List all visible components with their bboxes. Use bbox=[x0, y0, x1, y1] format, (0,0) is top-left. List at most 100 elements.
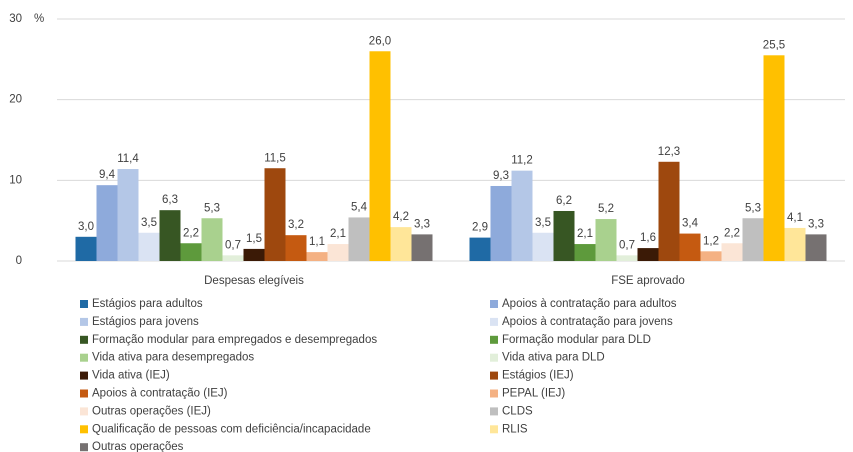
bar bbox=[784, 227, 806, 261]
x-tick-label: FSE aprovado bbox=[611, 275, 685, 287]
value-label: 1,6 bbox=[640, 232, 656, 244]
legend-label: Apoios à contratação para adultos bbox=[502, 298, 677, 310]
value-label: 0,7 bbox=[225, 239, 241, 251]
bar bbox=[264, 168, 286, 261]
value-label: 1,1 bbox=[309, 236, 325, 248]
legend-label: Vida ativa para desempregados bbox=[92, 352, 254, 364]
y-tick-label: 20 bbox=[9, 94, 22, 106]
value-label: 11,4 bbox=[117, 153, 139, 165]
value-label: 3,3 bbox=[414, 218, 430, 230]
value-label: 3,3 bbox=[808, 218, 824, 230]
bar bbox=[511, 170, 533, 261]
legend-label: Vida ativa para DLD bbox=[502, 352, 605, 364]
value-label: 5,2 bbox=[598, 203, 614, 215]
bar bbox=[306, 252, 328, 261]
value-label: 2,1 bbox=[577, 228, 593, 240]
bar bbox=[574, 244, 596, 261]
value-label: 4,2 bbox=[393, 211, 409, 223]
bar bbox=[637, 248, 659, 261]
bar bbox=[243, 248, 265, 261]
bar bbox=[721, 243, 743, 261]
value-label: 3,5 bbox=[535, 217, 551, 229]
value-label: 4,1 bbox=[787, 212, 803, 224]
bar bbox=[532, 232, 554, 261]
value-label: 1,2 bbox=[703, 235, 719, 247]
bar bbox=[658, 161, 680, 261]
legend-swatch bbox=[490, 371, 498, 380]
legend-label: Estágios para adultos bbox=[92, 298, 203, 310]
legend-label: Outras operações (IEJ) bbox=[92, 405, 211, 417]
value-label: 5,4 bbox=[351, 201, 368, 213]
bar bbox=[616, 255, 638, 261]
legend-label: Formação modular para empregados e desem… bbox=[92, 334, 377, 346]
value-label: 2,1 bbox=[330, 228, 346, 240]
legend-label: Qualificação de pessoas com deficiência/… bbox=[92, 423, 371, 435]
value-label: 9,3 bbox=[493, 170, 509, 182]
bar bbox=[117, 169, 139, 261]
value-label: 6,2 bbox=[556, 195, 572, 207]
bar bbox=[411, 234, 433, 261]
bar bbox=[327, 244, 349, 261]
bar bbox=[742, 218, 764, 261]
bar bbox=[595, 219, 617, 261]
legend-label: Formação modular para DLD bbox=[502, 334, 651, 346]
value-label: 2,2 bbox=[724, 227, 740, 239]
value-label: 5,3 bbox=[204, 202, 220, 214]
legend-swatch bbox=[490, 353, 498, 362]
bar bbox=[390, 227, 412, 261]
legend-swatch bbox=[80, 443, 88, 452]
legend-swatch bbox=[490, 389, 498, 398]
value-label: 3,5 bbox=[141, 217, 157, 229]
bar bbox=[180, 243, 202, 261]
legend-swatch bbox=[490, 407, 498, 416]
value-label: 3,0 bbox=[78, 221, 94, 233]
legend-swatch bbox=[490, 335, 498, 344]
legend-label: RLIS bbox=[502, 423, 528, 435]
bar bbox=[222, 255, 244, 261]
value-label: 9,4 bbox=[99, 169, 116, 181]
legend-swatch bbox=[80, 425, 88, 434]
legend-swatch bbox=[80, 300, 88, 308]
legend-swatch bbox=[80, 317, 88, 326]
value-label: 11,5 bbox=[264, 152, 286, 164]
bar bbox=[96, 185, 118, 261]
value-label: 3,4 bbox=[682, 218, 699, 230]
legend-label: Apoios à contratação para jovens bbox=[502, 316, 673, 328]
y-tick-label: 0 bbox=[16, 255, 22, 267]
unit-label: % bbox=[34, 13, 44, 25]
bar bbox=[285, 235, 307, 261]
legend-swatch bbox=[490, 317, 498, 326]
value-label: 5,3 bbox=[745, 202, 761, 214]
value-label: 3,2 bbox=[288, 219, 304, 231]
legend-swatch bbox=[80, 407, 88, 416]
value-label: 25,5 bbox=[763, 39, 785, 51]
bar bbox=[679, 233, 701, 261]
y-tick-label: 30 bbox=[9, 13, 22, 25]
legend-label: Vida ativa (IEJ) bbox=[92, 370, 170, 382]
legend-swatch bbox=[490, 425, 498, 434]
bar bbox=[763, 55, 785, 261]
value-label: 12,3 bbox=[658, 146, 680, 158]
legend-label: Estágios (IEJ) bbox=[502, 370, 574, 382]
bar bbox=[138, 232, 160, 261]
bar bbox=[700, 251, 722, 261]
value-label: 6,3 bbox=[162, 194, 178, 206]
legend-swatch bbox=[490, 300, 498, 308]
value-label: 26,0 bbox=[369, 35, 391, 47]
bar bbox=[159, 210, 181, 261]
legend-label: Outras operações bbox=[92, 441, 184, 452]
bar bbox=[369, 51, 391, 262]
legend-swatch bbox=[80, 335, 88, 344]
legend-swatch bbox=[80, 389, 88, 398]
bar bbox=[201, 218, 223, 261]
legend-swatch bbox=[80, 353, 88, 362]
y-tick-label: 10 bbox=[9, 174, 22, 186]
value-label: 0,7 bbox=[619, 239, 635, 251]
bar bbox=[490, 185, 512, 261]
legend-label: PEPAL (IEJ) bbox=[502, 388, 565, 400]
bar bbox=[553, 210, 575, 261]
legend-label: Apoios à contratação (IEJ) bbox=[92, 388, 228, 400]
bar bbox=[75, 236, 97, 261]
value-label: 11,2 bbox=[511, 155, 533, 167]
